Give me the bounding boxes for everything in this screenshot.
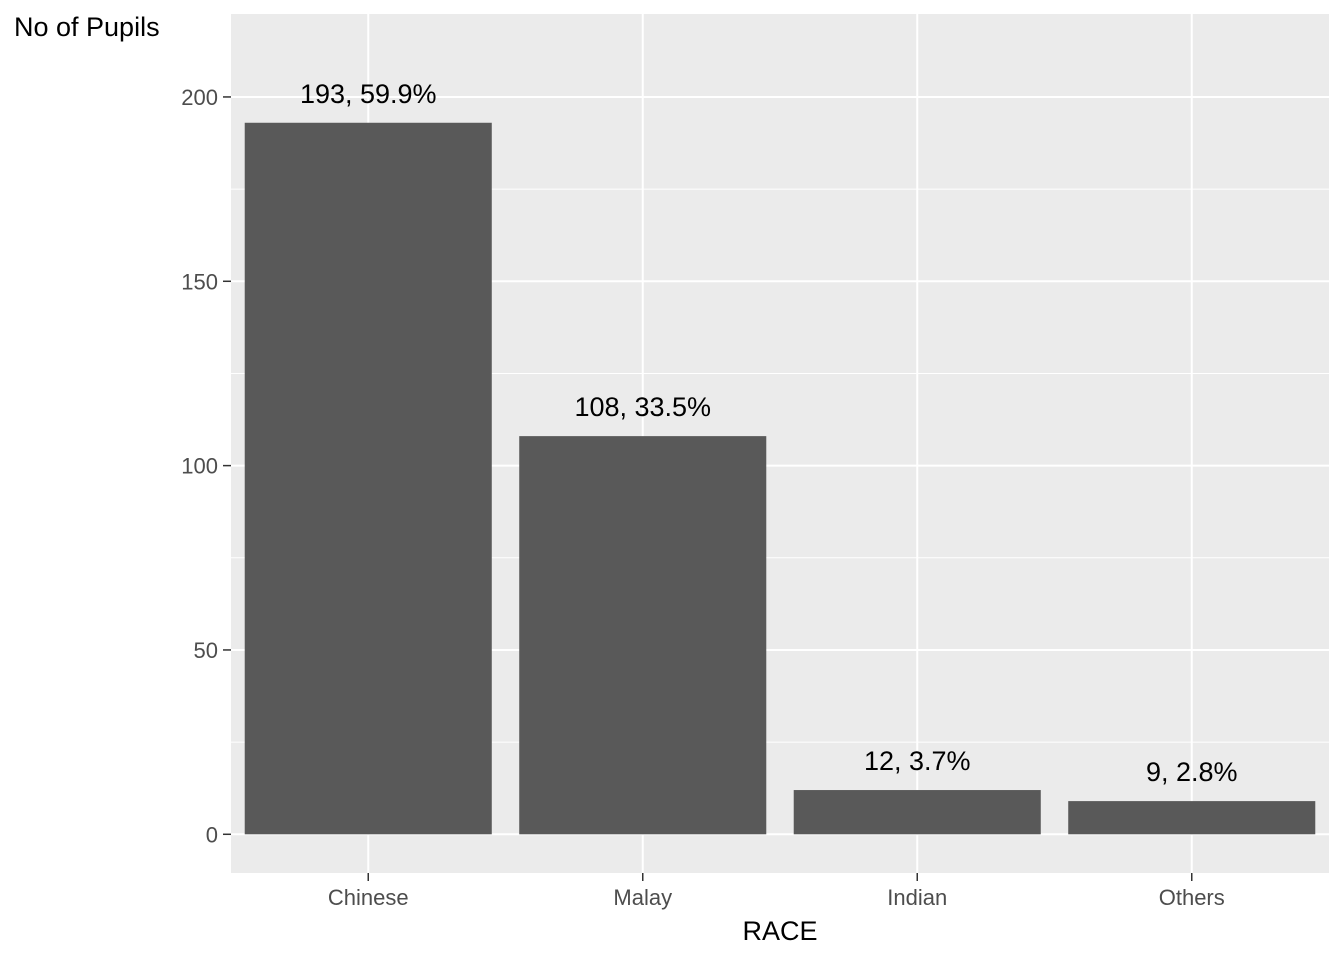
- x-axis-title: RACE: [742, 916, 817, 946]
- x-tick-label: Chinese: [328, 885, 409, 910]
- y-tick-label: 200: [181, 85, 218, 110]
- y-axis-title: No of Pupils: [14, 12, 160, 42]
- y-tick-label: 150: [181, 269, 218, 294]
- data-label: 12, 3.7%: [864, 746, 971, 776]
- x-tick-label: Others: [1159, 885, 1225, 910]
- bar-data-labels: 193, 59.9% 108, 33.5% 12, 3.7% 9, 2.8%: [300, 79, 1238, 787]
- x-tick-label: Malay: [613, 885, 672, 910]
- y-tick-label: 0: [206, 822, 218, 847]
- bar-chinese: [244, 122, 492, 835]
- bar-malay: [519, 436, 767, 835]
- bars: [244, 122, 1316, 835]
- x-axis: Chinese Malay Indian Others: [328, 873, 1225, 910]
- x-tick-label: Indian: [887, 885, 947, 910]
- data-label: 9, 2.8%: [1146, 757, 1238, 787]
- y-tick-label: 50: [194, 638, 218, 663]
- data-label: 193, 59.9%: [300, 79, 437, 109]
- y-axis: 0 50 100 150 200: [181, 85, 231, 847]
- bar-others: [1068, 801, 1316, 835]
- y-tick-label: 100: [181, 454, 218, 479]
- data-label: 108, 33.5%: [574, 392, 711, 422]
- bar-indian: [793, 790, 1041, 835]
